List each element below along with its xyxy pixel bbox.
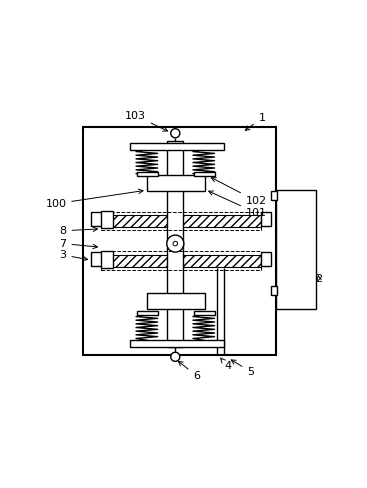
Bar (137, 172, 158, 176)
Bar (101, 255, 261, 267)
Bar (167, 141, 183, 347)
Text: 100: 100 (46, 189, 143, 209)
Bar (272, 191, 277, 200)
Text: 2: 2 (315, 274, 323, 284)
Text: 4: 4 (221, 358, 232, 371)
Text: 3: 3 (59, 250, 88, 261)
Bar (101, 212, 261, 230)
Bar (276, 189, 316, 309)
Bar (194, 311, 215, 315)
Bar (91, 212, 102, 226)
Circle shape (167, 235, 184, 252)
Text: 103: 103 (125, 111, 168, 131)
Text: 7: 7 (59, 239, 98, 249)
Bar (91, 252, 102, 266)
Text: 1: 1 (245, 113, 266, 130)
Bar (137, 311, 158, 315)
Bar (101, 251, 261, 270)
Text: 101: 101 (209, 191, 267, 218)
Bar (130, 143, 224, 150)
Text: 8: 8 (59, 226, 98, 236)
Bar (147, 293, 205, 309)
Bar (83, 127, 276, 354)
Text: 6: 6 (178, 361, 200, 381)
Bar (130, 340, 224, 346)
Text: 102: 102 (211, 178, 267, 206)
Bar (101, 215, 261, 227)
Circle shape (173, 242, 178, 246)
Bar (101, 251, 113, 268)
Bar (272, 286, 277, 295)
Text: 5: 5 (231, 360, 254, 377)
Circle shape (171, 352, 180, 361)
Bar (147, 175, 205, 191)
Bar (261, 252, 272, 266)
Bar (194, 172, 215, 176)
Bar (101, 211, 113, 228)
Circle shape (171, 129, 180, 138)
Bar (261, 212, 272, 226)
